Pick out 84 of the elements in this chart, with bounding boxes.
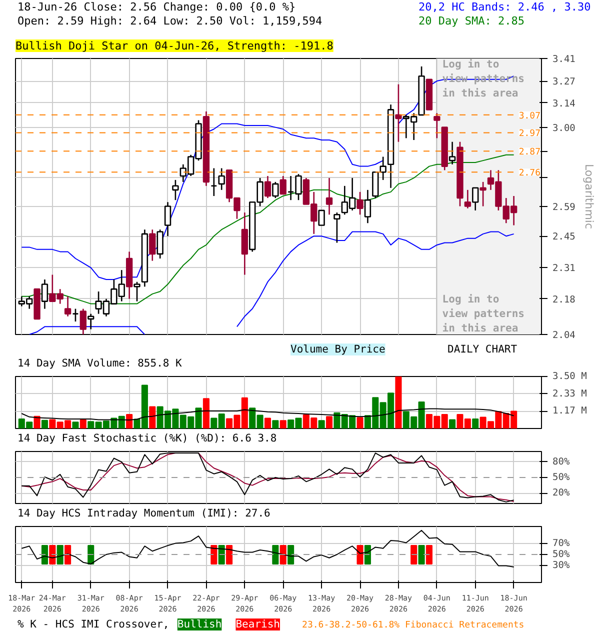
y-axis-title: Logarithmic (582, 164, 596, 230)
text: Bullish Doji Star on 04-Jun-26, Strength: -191.8 (16, 40, 334, 52)
y-tick-label: 3.00 (552, 122, 576, 134)
text: 20,2 HC Bands: 2.46 , 3.30 (418, 0, 591, 14)
candlestick (210, 168, 218, 197)
candlestick (88, 313, 94, 330)
y-tick-label: 3.50 M (552, 371, 588, 382)
y-tick-label: 2.18 (552, 294, 576, 306)
candlestick (64, 296, 72, 318)
y-tick-label: 3.41 (552, 54, 576, 65)
bar (280, 420, 286, 428)
candlestick (172, 179, 179, 201)
bar (72, 422, 79, 428)
y-tick-label: 1.17 M (552, 406, 588, 417)
y-tick-label: 80% (552, 456, 570, 468)
line-series (21, 408, 514, 421)
candlestick (326, 177, 333, 216)
chart-title: 14 Day HCS Intraday Momentum (IMI): 27.6 (18, 508, 270, 520)
ref-line-label: 2.76 (518, 168, 541, 179)
candlestick (334, 212, 340, 244)
bar (395, 376, 402, 428)
candlestick (80, 308, 87, 334)
candlestick (318, 210, 325, 226)
bar (80, 420, 86, 428)
candlestick (134, 281, 140, 302)
candlestick (448, 141, 456, 166)
text: Bullish (177, 618, 222, 630)
text: 14 Day SMA Volume: 855.8 K (18, 358, 183, 370)
candlestick (472, 187, 479, 212)
ref-line-label: 2.97 (518, 129, 541, 140)
bar (272, 420, 279, 428)
y-tick-label: 30% (552, 560, 570, 572)
bar (126, 414, 133, 428)
text: DAILY CHART (448, 344, 518, 356)
ref-line-label: 2.87 (518, 148, 541, 158)
y-tick-label: 2.04 (552, 330, 576, 341)
text: 20 Day SMA: 2.85 (418, 14, 524, 28)
candlestick (364, 189, 372, 224)
y-tick-label: 2.45 (552, 232, 576, 243)
text: Bearish (236, 618, 280, 630)
candlestick (149, 228, 156, 262)
y-tick-label: 2.33 M (552, 388, 588, 400)
y-tick-label: 70% (552, 538, 570, 549)
chart-subtitle: Open: 2.59 High: 2.64 Low: 2.50 Vol: 1,159,594 (18, 14, 323, 28)
legend-title: % K - HCS IMI Crossover, (18, 618, 170, 630)
ref-line-label: 3.07 (518, 111, 541, 122)
candlestick (218, 168, 225, 191)
bar (264, 418, 271, 428)
y-tick-label: 2.59 (552, 202, 576, 213)
candlestick (395, 84, 402, 142)
candlestick (72, 308, 79, 322)
bar (326, 416, 333, 428)
candlestick (356, 191, 364, 216)
candlestick (156, 228, 164, 260)
bar (149, 406, 156, 428)
candlestick (164, 201, 172, 237)
candlestick (41, 278, 48, 310)
bar (318, 420, 325, 428)
line-series (21, 530, 514, 568)
candlestick (372, 171, 379, 199)
bar (41, 420, 48, 428)
y-tick-label: 3.27 (552, 76, 576, 88)
candlestick (272, 181, 279, 199)
candlestick (464, 189, 472, 209)
y-tick-label: 50% (552, 472, 570, 483)
candlestick (264, 175, 272, 199)
bar (202, 398, 210, 428)
chart-title: 14 Day Fast Stochastic (%K) (%D): 6.6 3.8 (18, 432, 277, 444)
bar (449, 419, 456, 428)
y-tick-label: 2.31 (552, 263, 576, 274)
y-tick-label: 50% (552, 549, 570, 560)
y-tick-label: 20% (552, 488, 570, 499)
text: Volume By Price (290, 344, 386, 356)
candlestick (280, 175, 286, 195)
chart-title: 18-Jun-26 Close: 2.56 Change: 0.00 {0.0 %} (18, 0, 296, 14)
bar (472, 418, 479, 428)
bar (356, 417, 364, 428)
bar (34, 416, 40, 428)
text: 23.6-38.2-50-61.8% Fibonacci Retracements (302, 620, 524, 630)
annotation: Log in to view patterns in this area (442, 294, 524, 334)
y-tick-label: 3.14 (552, 98, 576, 110)
candlestick (380, 156, 386, 181)
candlestick (434, 112, 440, 139)
candlestick (480, 181, 486, 207)
